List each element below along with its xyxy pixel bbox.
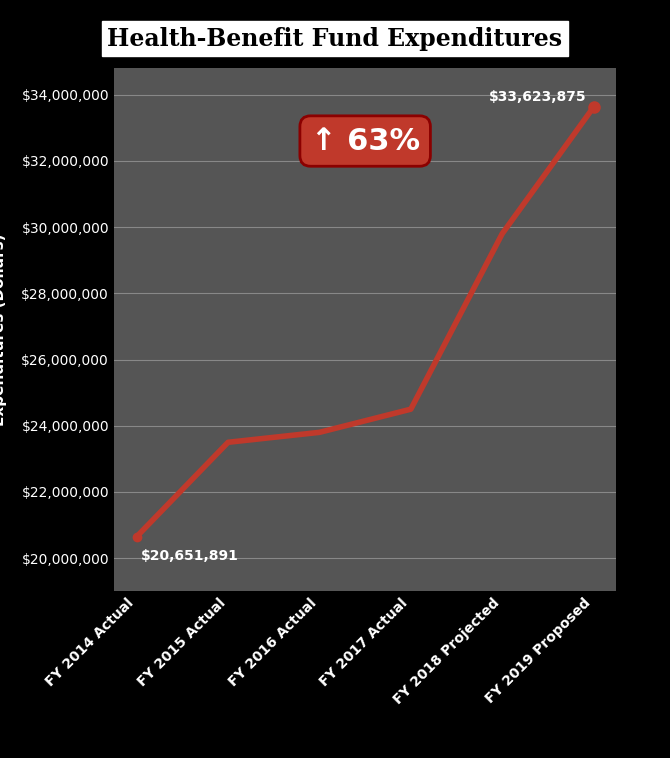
Text: $33,623,875: $33,623,875 (488, 89, 586, 104)
Text: Health-Benefit Fund Expenditures: Health-Benefit Fund Expenditures (107, 27, 563, 51)
Text: $20,651,891: $20,651,891 (141, 549, 239, 562)
Y-axis label: Expenditures (Dollars): Expenditures (Dollars) (0, 233, 7, 426)
Text: ↑ 63%: ↑ 63% (311, 127, 419, 155)
